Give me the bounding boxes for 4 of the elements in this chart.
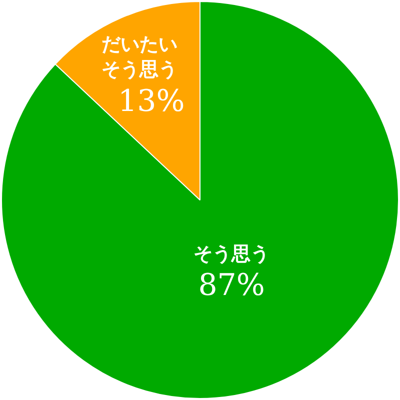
data-label: 87% <box>198 268 265 304</box>
slice-label: だいたいそう思う <box>101 34 178 81</box>
slice-label: そう思う <box>194 242 270 265</box>
data-label: 13% <box>118 84 185 119</box>
